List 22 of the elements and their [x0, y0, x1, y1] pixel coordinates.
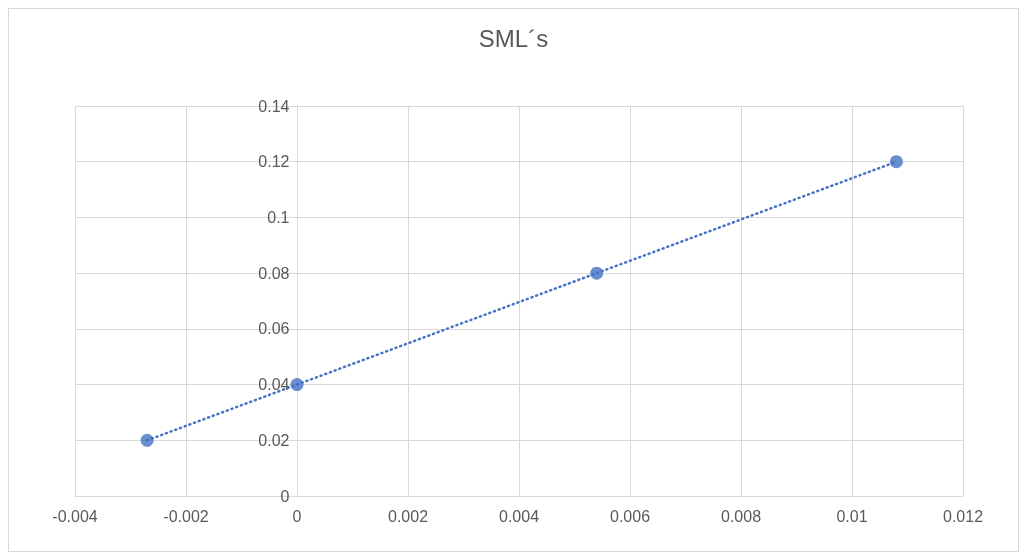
point	[590, 266, 604, 280]
y-tick-label: 0.06	[258, 320, 290, 338]
x-tick-label: 0.006	[609, 507, 651, 525]
point	[140, 433, 154, 447]
y-tick-label: 0.02	[258, 431, 290, 449]
y-tick-label: 0.08	[258, 264, 290, 282]
y-tick-label: 0.12	[258, 153, 290, 171]
y-tick-label: 0	[280, 487, 290, 505]
y-tick-label: 0.04	[258, 376, 290, 394]
x-tick-label: -0.004	[52, 507, 98, 525]
x-tick-label: 0.01	[836, 507, 868, 525]
y-tick-label: 0.14	[258, 97, 290, 115]
x-tick-label: -0.002	[163, 507, 209, 525]
point	[889, 155, 903, 169]
x-tick-label: 0.004	[498, 507, 540, 525]
x-tick-label: 0.002	[387, 507, 429, 525]
point	[290, 378, 304, 392]
y-tick-label: 0.1	[267, 208, 290, 226]
x-tick-label: 0.012	[942, 507, 984, 525]
x-tick-label: 0.008	[720, 507, 762, 525]
x-tick-label: 0	[292, 507, 302, 525]
chart-title: SML´s	[478, 24, 549, 52]
